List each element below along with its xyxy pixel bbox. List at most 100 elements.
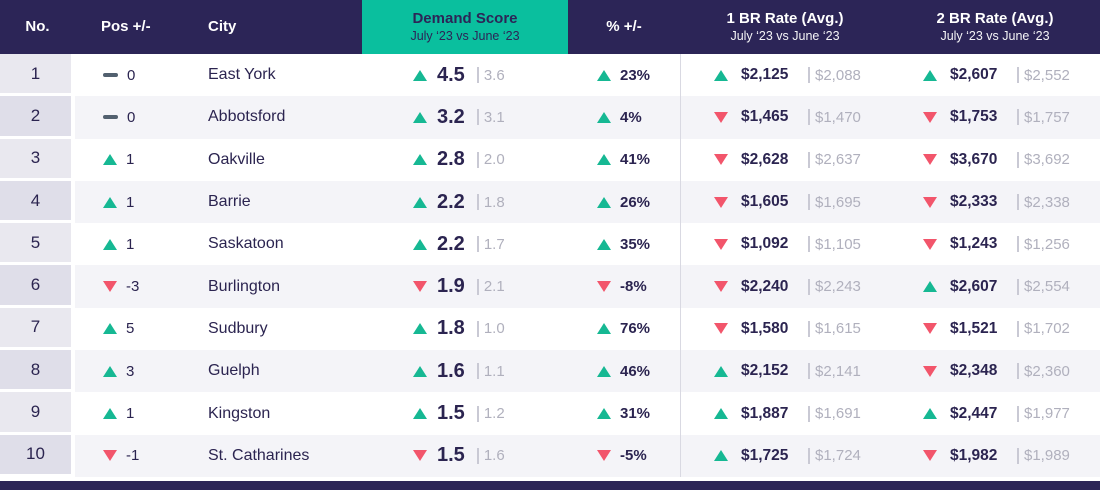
pipe-separator	[476, 405, 479, 422]
position-change-cell: 1	[75, 392, 200, 434]
down-triangle-icon	[923, 450, 937, 462]
header-2br-subtitle: July ‘23 vs June ‘23	[940, 28, 1050, 43]
header-percent-label: % +/-	[606, 17, 642, 35]
up-triangle-icon	[413, 196, 427, 208]
previous-value: 1.7	[476, 236, 505, 253]
up-triangle-icon	[413, 408, 427, 420]
header-demand-title: Demand Score	[412, 9, 518, 27]
pipe-separator	[1017, 194, 1019, 211]
percent-change-cell: 46%	[568, 350, 680, 392]
table-row: 4 1 Barrie 2.2 1.8 26% $1,605 $1,695 $2,…	[0, 180, 1100, 224]
city-cell: Guelph	[208, 362, 260, 380]
up-triangle-icon	[597, 323, 611, 335]
up-triangle-icon	[103, 154, 117, 166]
up-triangle-icon	[597, 154, 611, 166]
previous-value: $2,088	[808, 67, 861, 84]
previous-value: $2,141	[808, 363, 861, 380]
percent-change-cell: 41%	[568, 139, 680, 181]
up-triangle-icon	[597, 196, 611, 208]
rank-cell: 3	[0, 138, 75, 181]
header-2br-rate: 2 BR Rate (Avg.) July ‘23 vs June ‘23	[890, 0, 1100, 54]
position-change-cell: 0	[75, 96, 200, 138]
up-triangle-icon	[597, 238, 611, 250]
pipe-separator	[1017, 405, 1019, 422]
pipe-separator	[1017, 67, 1019, 84]
pipe-separator	[476, 278, 479, 295]
pipe-separator	[808, 405, 810, 422]
two-br-rate-cell: $1,521 $1,702	[890, 308, 1100, 350]
one-br-rate-cell: $2,125 $2,088	[680, 54, 890, 97]
header-percent-change: % +/-	[568, 0, 680, 54]
previous-value: $2,360	[1017, 363, 1070, 380]
up-triangle-icon	[413, 323, 427, 335]
down-triangle-icon	[923, 111, 937, 123]
previous-value: $1,724	[808, 447, 861, 464]
pipe-separator	[476, 67, 479, 84]
down-triangle-icon	[597, 450, 611, 462]
rank-cell: 6	[0, 265, 75, 308]
down-triangle-icon	[597, 281, 611, 293]
two-br-rate-cell: $2,348 $2,360	[890, 350, 1100, 392]
position-change-cell: -3	[75, 265, 200, 307]
header-city: City	[200, 0, 362, 54]
table-row: 7 5 Sudbury 1.8 1.0 76% $1,580 $1,615 $1…	[0, 307, 1100, 351]
down-triangle-icon	[923, 238, 937, 250]
header-1br-title: 1 BR Rate (Avg.)	[726, 9, 844, 27]
table-row: 10 -1 St. Catharines 1.5 1.6 -5% $1,725 …	[0, 434, 1100, 477]
two-br-rate-cell: $2,333 $2,338	[890, 181, 1100, 223]
pipe-separator	[1017, 447, 1019, 464]
one-br-rate-cell: $2,240 $2,243	[680, 265, 890, 308]
table-row: 5 1 Saskatoon 2.2 1.7 35% $1,092 $1,105 …	[0, 223, 1100, 266]
percent-change-cell: -8%	[568, 265, 680, 307]
up-triangle-icon	[923, 281, 937, 293]
previous-value: $1,989	[1017, 447, 1070, 464]
table-row: 8 3 Guelph 1.6 1.1 46% $2,152 $2,141 $2,…	[0, 350, 1100, 393]
two-br-rate-cell: $1,243 $1,256	[890, 223, 1100, 265]
down-triangle-icon	[103, 281, 117, 293]
up-triangle-icon	[413, 238, 427, 250]
pipe-separator	[476, 194, 479, 211]
city-cell: Barrie	[208, 193, 251, 211]
city-cell: Kingston	[208, 404, 271, 422]
pipe-separator	[1017, 363, 1019, 380]
table-row: 9 1 Kingston 1.5 1.2 31% $1,887 $1,691 $…	[0, 392, 1100, 435]
previous-value: 1.8	[476, 194, 505, 211]
percent-change-cell: 76%	[568, 308, 680, 350]
one-br-rate-cell: $1,092 $1,105	[680, 223, 890, 266]
previous-value: $2,552	[1017, 67, 1070, 84]
previous-value: 3.1	[476, 109, 505, 126]
up-triangle-icon	[597, 408, 611, 420]
pipe-separator	[808, 67, 810, 84]
previous-value: 1.1	[476, 363, 505, 380]
pipe-separator	[476, 109, 479, 126]
previous-value: 2.1	[476, 278, 505, 295]
up-triangle-icon	[413, 111, 427, 123]
percent-change-cell: 23%	[568, 54, 680, 96]
footer-bar	[0, 481, 1100, 490]
city-cell: Oakville	[208, 150, 265, 168]
up-triangle-icon	[413, 365, 427, 377]
previous-value: $1,105	[808, 236, 861, 253]
pipe-separator	[1017, 151, 1019, 168]
table-row: 1 0 East York 4.5 3.6 23% $2,125 $2,088 …	[0, 54, 1100, 97]
two-br-rate-cell: $1,982 $1,989	[890, 435, 1100, 477]
percent-change-cell: -5%	[568, 435, 680, 477]
header-demand-score: Demand Score July ‘23 vs June ‘23	[362, 0, 568, 54]
pipe-separator	[808, 320, 810, 337]
demand-score-cell: 2.2 1.8	[362, 181, 568, 223]
demand-score-cell: 4.5 3.6	[362, 54, 568, 96]
demand-score-cell: 3.2 3.1	[362, 96, 568, 138]
two-br-rate-cell: $3,670 $3,692	[890, 139, 1100, 181]
up-triangle-icon	[714, 450, 728, 462]
previous-value: 2.0	[476, 151, 505, 168]
header-pos-change: Pos +/-	[75, 0, 200, 54]
up-triangle-icon	[714, 69, 728, 81]
previous-value: 1.2	[476, 405, 505, 422]
pipe-separator	[808, 236, 810, 253]
header-demand-subtitle: July ‘23 vs June ‘23	[410, 28, 520, 43]
pipe-separator	[808, 194, 810, 211]
pipe-separator	[476, 236, 479, 253]
previous-value: $1,615	[808, 320, 861, 337]
previous-value: $2,338	[1017, 194, 1070, 211]
position-change-cell: 3	[75, 350, 200, 392]
